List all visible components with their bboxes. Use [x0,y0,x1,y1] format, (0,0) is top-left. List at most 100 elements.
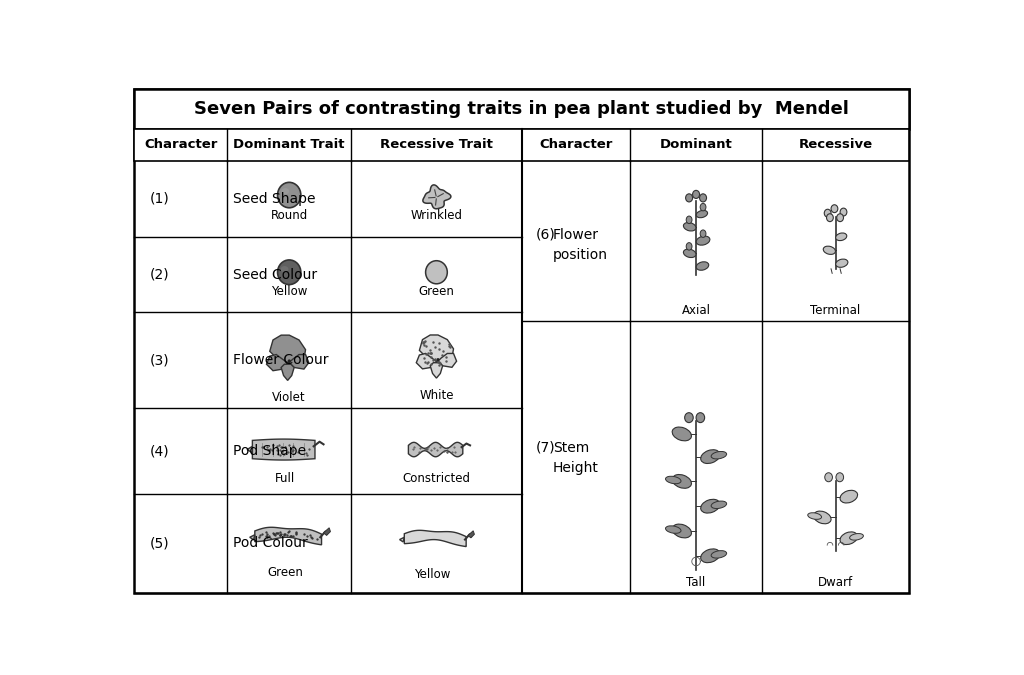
Ellipse shape [840,208,847,216]
Ellipse shape [836,259,848,267]
Text: Character: Character [144,138,217,151]
Polygon shape [423,185,451,209]
Text: Yellow: Yellow [271,285,307,298]
Text: (3): (3) [150,354,169,367]
Text: Flower Colour: Flower Colour [233,354,329,367]
Text: Recessive Trait: Recessive Trait [380,138,493,151]
Ellipse shape [850,533,863,540]
Ellipse shape [840,490,857,503]
Ellipse shape [692,190,699,198]
Ellipse shape [813,511,831,524]
Text: Green: Green [267,566,303,579]
Ellipse shape [685,412,693,423]
Ellipse shape [824,209,831,217]
Text: Dwarf: Dwarf [818,576,853,589]
Ellipse shape [831,205,838,213]
Ellipse shape [282,188,289,194]
Ellipse shape [666,526,681,533]
Ellipse shape [686,216,692,223]
Text: (5): (5) [150,537,169,550]
Ellipse shape [672,427,691,441]
Text: (2): (2) [150,267,169,281]
Ellipse shape [696,262,709,270]
Text: Wrinkled: Wrinkled [411,209,463,222]
Text: Full: Full [275,472,296,485]
Ellipse shape [696,412,705,423]
Polygon shape [247,446,252,453]
Text: position: position [553,248,607,262]
Polygon shape [430,362,442,378]
Polygon shape [399,537,404,542]
Ellipse shape [711,452,727,459]
Ellipse shape [836,233,847,240]
Ellipse shape [700,500,720,513]
Ellipse shape [711,501,727,508]
Ellipse shape [836,472,844,482]
Ellipse shape [686,194,692,202]
Ellipse shape [278,182,301,208]
Text: Flower: Flower [553,228,599,242]
Text: Axial: Axial [682,304,711,317]
Text: (6): (6) [536,228,555,242]
Ellipse shape [426,261,447,284]
Polygon shape [409,442,463,457]
Text: Seed Shape: Seed Shape [233,192,315,206]
Bar [134,88,909,129]
Ellipse shape [281,266,289,272]
Text: Character: Character [540,138,612,151]
Polygon shape [266,354,288,371]
Polygon shape [255,527,322,545]
Ellipse shape [700,230,706,238]
Text: Height: Height [553,461,599,475]
Ellipse shape [824,472,833,482]
Polygon shape [468,531,474,538]
Text: White: White [419,389,454,402]
Ellipse shape [278,260,301,285]
Text: Round: Round [270,209,308,222]
Ellipse shape [288,359,291,362]
Ellipse shape [700,203,706,211]
Text: Seed Colour: Seed Colour [233,267,317,281]
Ellipse shape [666,477,681,484]
Polygon shape [252,439,315,460]
Polygon shape [438,354,457,367]
Text: Dominant: Dominant [659,138,732,151]
Ellipse shape [672,524,691,538]
Ellipse shape [683,223,696,231]
Text: (7): (7) [536,441,555,455]
Ellipse shape [686,242,692,250]
Text: Violet: Violet [272,391,306,404]
Polygon shape [269,335,305,362]
Polygon shape [324,528,331,535]
Text: Dominant Trait: Dominant Trait [233,138,345,151]
Ellipse shape [700,549,720,563]
Text: Pod Shape: Pod Shape [233,444,306,458]
Ellipse shape [696,236,710,245]
Text: Recessive: Recessive [799,138,872,151]
Text: Green: Green [419,285,455,298]
Polygon shape [250,535,255,540]
Ellipse shape [436,358,439,361]
Text: Yellow: Yellow [415,568,451,580]
Text: (4): (4) [150,444,169,458]
Ellipse shape [683,249,696,258]
Bar [134,129,909,161]
Ellipse shape [696,211,708,218]
Text: Pod Colour: Pod Colour [233,537,308,550]
Ellipse shape [823,246,836,254]
Text: Tall: Tall [686,576,706,589]
Polygon shape [417,354,436,369]
Polygon shape [404,531,466,547]
Ellipse shape [826,214,834,221]
Ellipse shape [711,551,727,558]
Ellipse shape [699,194,707,202]
Ellipse shape [672,475,691,488]
Ellipse shape [840,532,857,545]
Ellipse shape [808,513,821,519]
Polygon shape [420,335,454,361]
Text: Terminal: Terminal [810,304,861,317]
Text: (1): (1) [150,192,169,206]
Text: Stem: Stem [553,441,589,455]
Polygon shape [289,354,309,369]
Text: Constricted: Constricted [402,472,470,485]
